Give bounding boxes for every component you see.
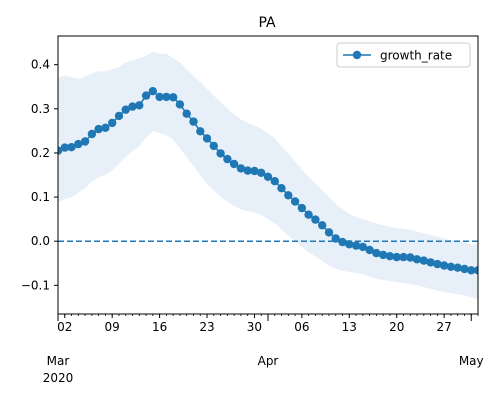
data-point	[460, 264, 469, 274]
data-point	[372, 248, 381, 258]
data-point	[87, 129, 97, 139]
x-tick-label: 02	[57, 320, 72, 334]
data-point	[209, 141, 218, 151]
data-point	[169, 93, 178, 102]
y-tick-label: −0.1	[21, 278, 50, 292]
data-point	[108, 118, 117, 128]
x-tick-label: 16	[152, 320, 167, 334]
data-point	[101, 123, 110, 132]
data-point	[304, 210, 313, 219]
data-point	[148, 87, 157, 96]
x-tick-label: 27	[436, 320, 451, 334]
data-point	[399, 252, 408, 262]
data-point	[60, 143, 69, 152]
legend-box	[336, 42, 471, 68]
x-tick-label: 06	[294, 320, 309, 334]
data-point	[135, 101, 144, 110]
data-point	[392, 252, 401, 262]
data-point	[202, 134, 212, 143]
data-point	[94, 124, 103, 134]
legend-marker-swatch	[352, 50, 362, 60]
data-point	[74, 139, 83, 149]
data-point	[351, 241, 361, 250]
data-point	[236, 164, 246, 173]
data-point	[196, 127, 205, 136]
data-point	[453, 263, 462, 272]
data-point	[324, 228, 334, 237]
y-tick-label: 0.0	[31, 234, 50, 248]
x-month-label: Mar	[47, 354, 70, 368]
legend-label: growth_rate	[380, 49, 452, 63]
data-point	[318, 221, 327, 230]
y-tick-label: 0.2	[31, 146, 50, 160]
data-point	[331, 234, 340, 243]
data-point	[338, 237, 347, 247]
data-point	[284, 191, 293, 200]
data-point	[439, 261, 449, 270]
data-point	[446, 262, 456, 271]
y-tick-label: 0.1	[31, 190, 50, 204]
data-point	[433, 259, 442, 269]
data-point	[419, 256, 428, 265]
data-point	[175, 100, 185, 109]
x-month-label: May	[459, 354, 484, 368]
x-tick-label: 20	[389, 320, 404, 334]
data-point	[114, 111, 124, 121]
data-point	[128, 102, 137, 111]
data-point	[385, 252, 395, 261]
data-point	[189, 117, 198, 126]
data-point	[467, 266, 476, 275]
y-tick-label: 0.3	[31, 102, 50, 116]
data-point	[426, 258, 435, 267]
x-tick-label: 30	[247, 320, 262, 334]
data-point	[121, 105, 130, 114]
data-point	[412, 255, 422, 264]
data-point	[229, 159, 239, 169]
chart-title: PA	[258, 15, 276, 31]
data-point	[290, 197, 300, 206]
data-point	[155, 92, 164, 102]
data-point	[406, 253, 415, 262]
data-point	[257, 168, 266, 177]
data-point	[223, 154, 232, 164]
data-point	[277, 184, 286, 193]
data-point	[379, 250, 388, 260]
data-point	[80, 137, 90, 146]
y-tick-label: 0.4	[31, 58, 50, 72]
x-year-label: 2020	[43, 371, 74, 385]
data-point	[67, 143, 76, 152]
data-point	[365, 245, 374, 255]
x-tick-label: 13	[342, 320, 357, 334]
data-point	[182, 109, 191, 118]
x-tick-label: 09	[105, 320, 120, 334]
data-point	[473, 266, 478, 275]
data-point	[141, 91, 151, 100]
data-point	[311, 215, 320, 224]
data-point	[216, 149, 225, 158]
data-point	[162, 92, 171, 102]
data-point	[263, 172, 273, 181]
data-point	[250, 166, 259, 176]
data-point	[270, 177, 279, 186]
data-point	[358, 242, 367, 252]
x-tick-label: 23	[199, 320, 214, 334]
data-point	[345, 240, 354, 249]
data-point	[243, 166, 252, 175]
x-month-label: Apr	[258, 354, 279, 368]
data-point	[297, 203, 307, 213]
